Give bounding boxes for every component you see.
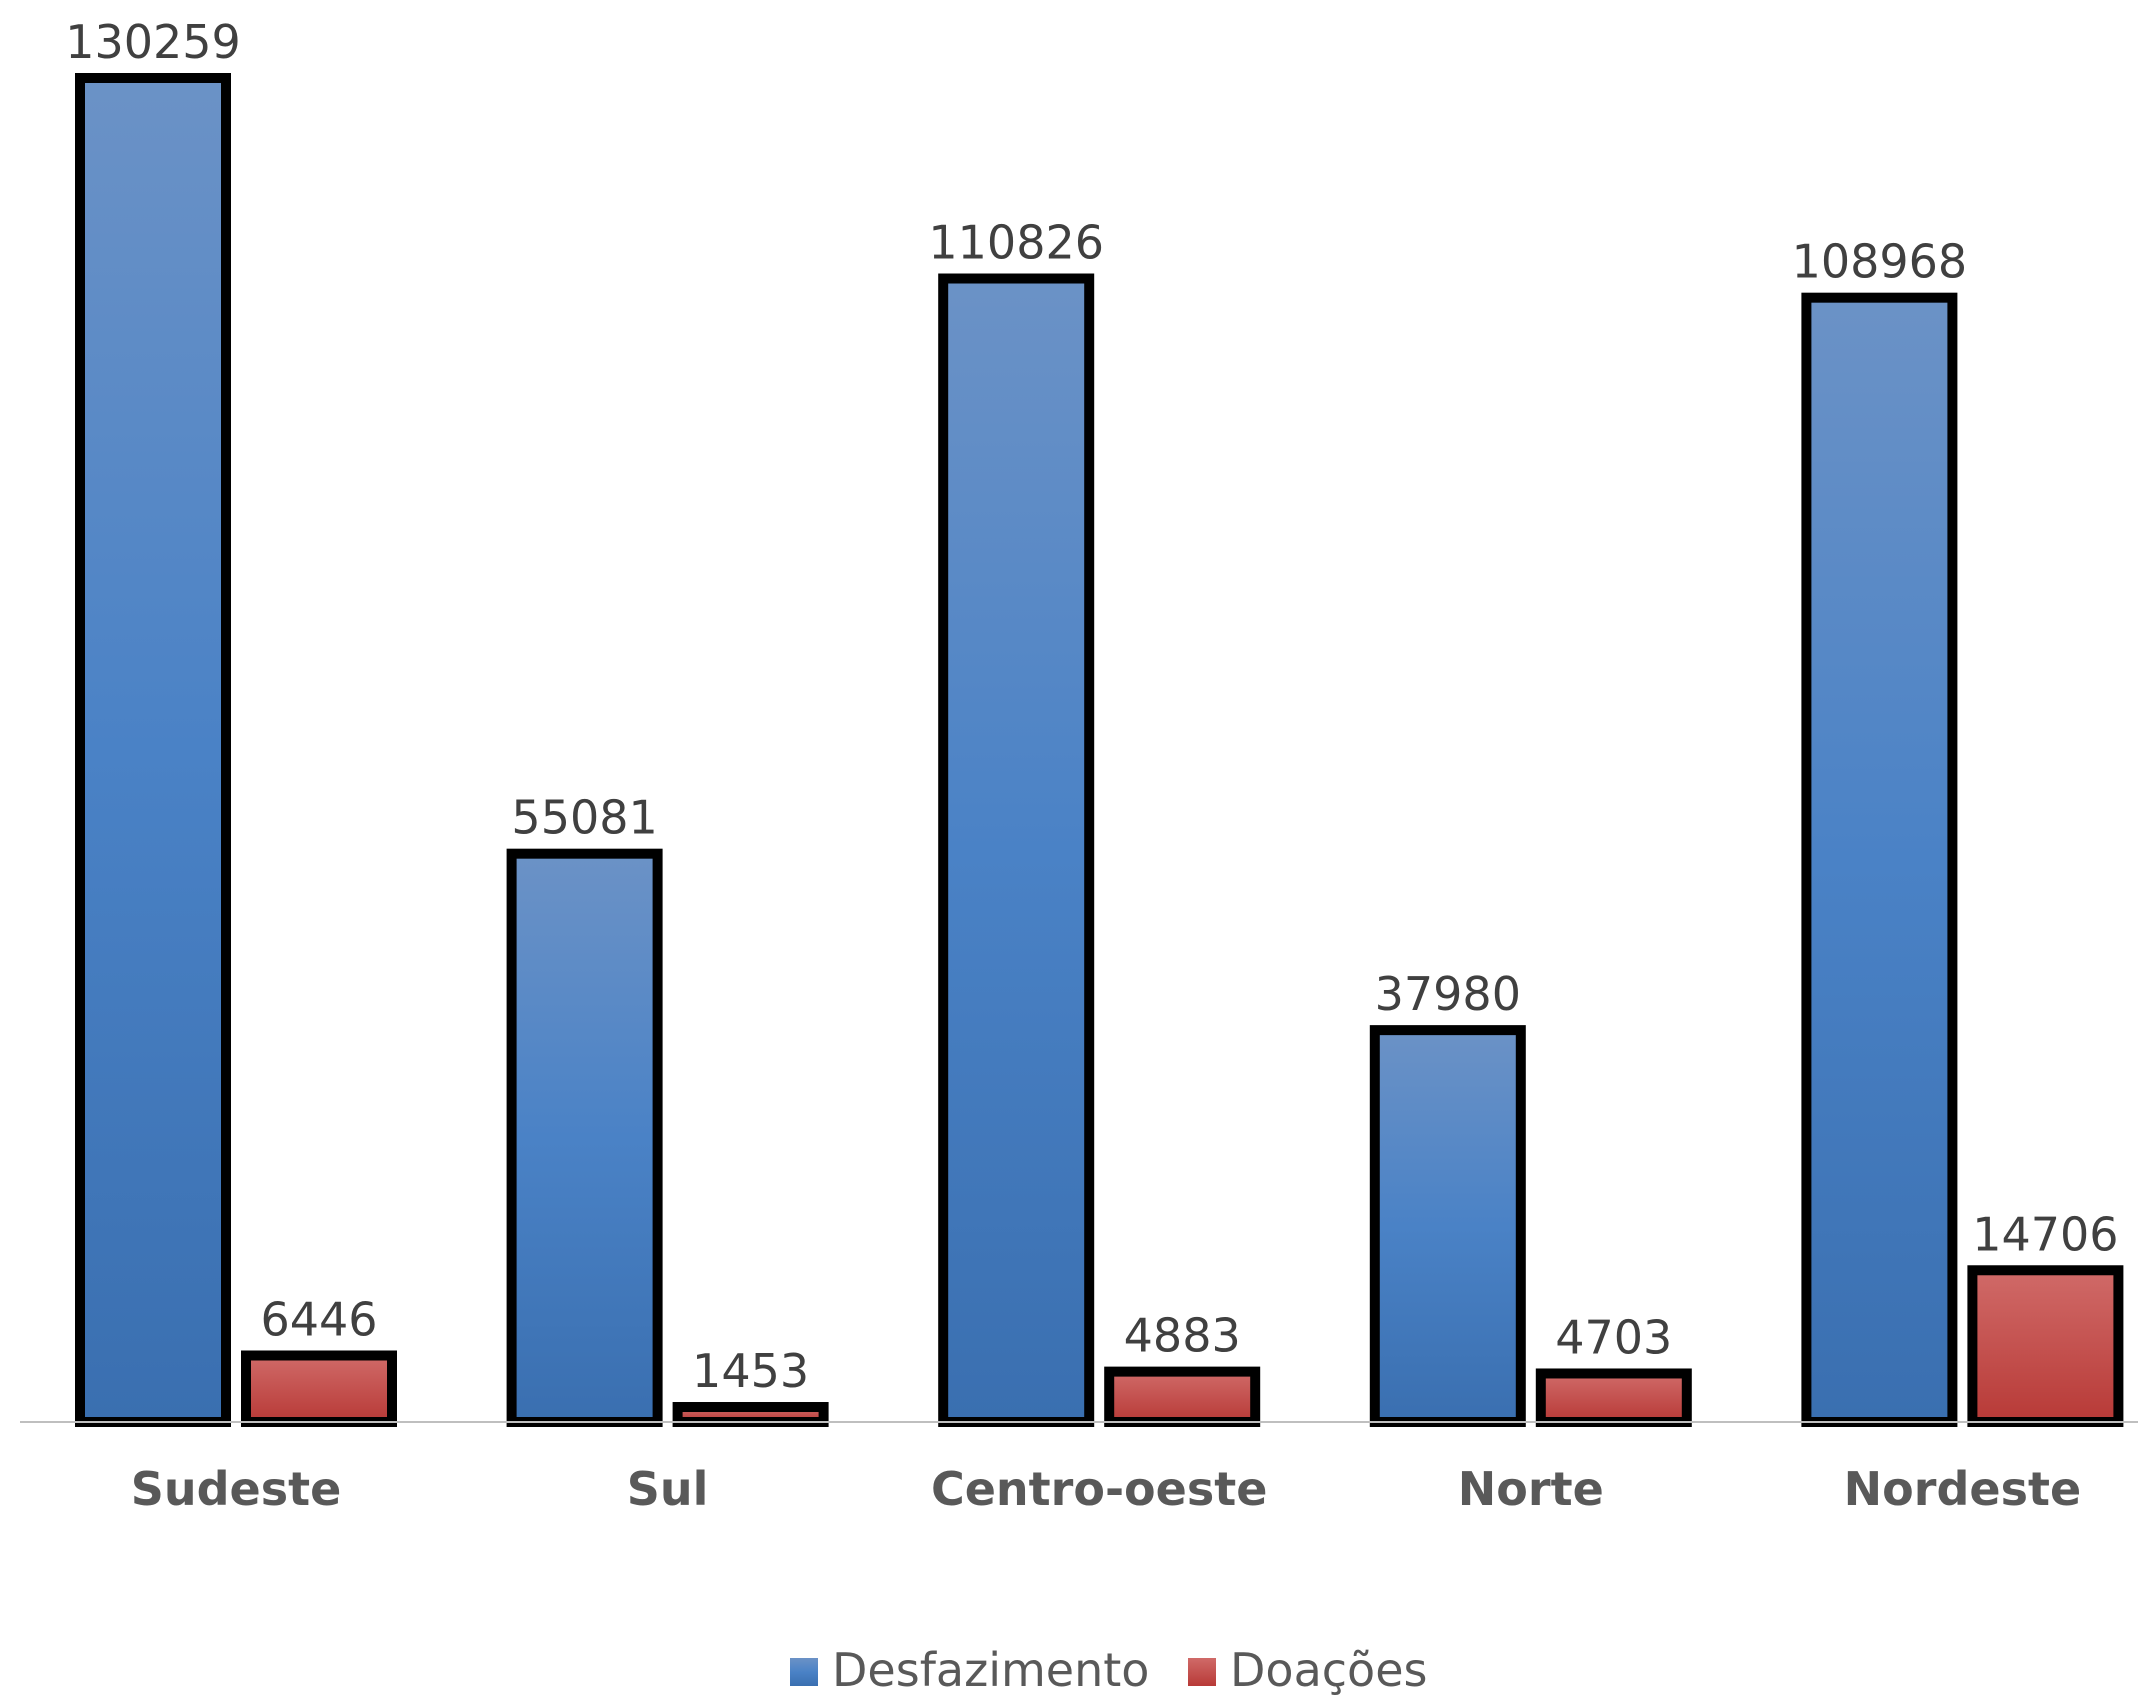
category-label-nordeste: Nordeste xyxy=(1844,1462,2081,1516)
data-label-desfazimento-nordeste: 108968 xyxy=(1792,235,1968,289)
data-label-doacoes-sudeste: 6446 xyxy=(260,1292,377,1346)
data-label-doacoes-centro-oeste: 4883 xyxy=(1124,1309,1241,1363)
bars-group xyxy=(75,73,2124,1428)
bar-doacoes-norte xyxy=(1535,1368,1692,1427)
data-label-doacoes-nordeste: 14706 xyxy=(1972,1207,2118,1261)
bar-doacoes-nordeste xyxy=(1967,1265,2124,1427)
bar-doacoes-centro-oeste xyxy=(1104,1366,1261,1428)
data-label-desfazimento-sul: 55081 xyxy=(511,791,657,845)
legend-swatch-doacoes xyxy=(1188,1658,1216,1686)
data-label-doacoes-norte: 4703 xyxy=(1555,1310,1672,1364)
category-labels-group: Sudeste Sul Centro-oeste Norte Nordeste xyxy=(131,1462,2081,1516)
value-labels-group: 130259 6446 55081 1453 110826 4883 37980 4703 10… xyxy=(65,15,2118,1398)
bar-desfazimento-nordeste xyxy=(1801,292,1958,1428)
bar-doacoes-sul xyxy=(672,1402,829,1427)
bar-desfazimento-sudeste xyxy=(75,73,231,1427)
data-label-desfazimento-norte: 37980 xyxy=(1375,967,1521,1021)
bar-desfazimento-norte xyxy=(1369,1025,1526,1427)
legend-label-desfazimento: Desfazimento xyxy=(832,1643,1149,1697)
data-label-doacoes-sul: 1453 xyxy=(692,1344,809,1398)
category-label-sul: Sul xyxy=(627,1462,709,1516)
bar-desfazimento-sul xyxy=(506,848,663,1427)
legend-label-doacoes: Doações xyxy=(1230,1643,1427,1697)
category-label-sudeste: Sudeste xyxy=(131,1462,342,1516)
bar-desfazimento-centro-oeste xyxy=(938,273,1095,1428)
bar-doacoes-sudeste xyxy=(241,1350,397,1428)
category-label-norte: Norte xyxy=(1458,1462,1604,1516)
legend-swatch-desfazimento xyxy=(790,1658,818,1686)
category-label-centro-oeste: Centro-oeste xyxy=(931,1462,1267,1516)
data-label-desfazimento-centro-oeste: 110826 xyxy=(928,216,1104,270)
data-label-desfazimento-sudeste: 130259 xyxy=(65,15,241,69)
legend: Desfazimento Doações xyxy=(790,1643,1427,1697)
